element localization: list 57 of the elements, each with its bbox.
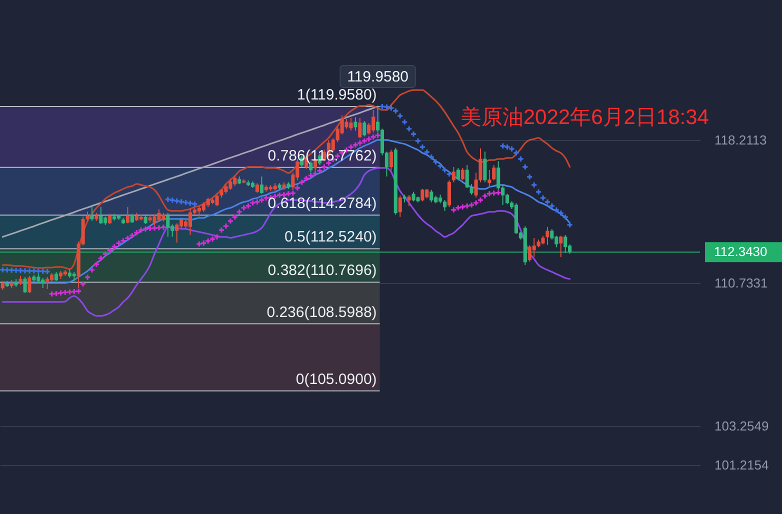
candlestick xyxy=(46,276,50,290)
point xyxy=(566,222,574,228)
ref-line-label: 0.382(110.7696) xyxy=(268,262,377,280)
point xyxy=(535,188,542,196)
candlestick xyxy=(90,205,94,222)
candlestick xyxy=(358,117,362,139)
candlestick xyxy=(166,212,170,238)
point xyxy=(522,164,528,170)
candlestick xyxy=(564,234,568,254)
candlestick xyxy=(260,176,264,194)
candlestick xyxy=(546,226,550,246)
candlestick xyxy=(442,200,447,212)
candlestick xyxy=(126,206,130,224)
candlestick xyxy=(99,206,103,224)
candlestick xyxy=(362,120,366,137)
candlestick xyxy=(488,169,492,187)
candlestick xyxy=(430,189,434,203)
point xyxy=(44,268,51,275)
ref-line-label: 112.3430 xyxy=(714,244,768,260)
ref-line-label: 0(105.0900) xyxy=(296,370,377,388)
point xyxy=(526,174,533,180)
candlestick xyxy=(28,275,32,294)
ref-line-label: 0.5(112.5240) xyxy=(284,228,377,246)
ref-line-label: 1(119.9580) xyxy=(296,86,377,104)
candlestick xyxy=(23,276,27,294)
text: 美原油2022年6月2日18:34 xyxy=(460,106,710,129)
candlestick xyxy=(175,222,179,244)
candlestick xyxy=(215,193,219,207)
point xyxy=(562,214,569,220)
y-tick-label: 103.2549 xyxy=(714,418,769,434)
candlestick xyxy=(452,166,456,183)
candlestick xyxy=(389,149,393,172)
point xyxy=(0,266,6,274)
y-tick-label: 110.7331 xyxy=(714,275,768,290)
candlestick xyxy=(420,188,424,202)
candlestick xyxy=(460,167,464,181)
candlestick xyxy=(492,164,496,181)
candlestick xyxy=(130,213,134,224)
y-tick-label: 101.2154 xyxy=(714,457,769,472)
candlestick xyxy=(398,195,402,218)
y-tick-label: 118.2113 xyxy=(714,132,767,148)
candlestick xyxy=(550,228,554,240)
candlestick xyxy=(559,235,563,258)
candlestick xyxy=(354,116,358,132)
ref-line-label: 0.236(108.5988) xyxy=(266,304,377,321)
candlestick xyxy=(483,151,487,183)
candlestick xyxy=(188,208,192,236)
point xyxy=(530,182,538,188)
candlestick xyxy=(407,194,411,207)
candlestick xyxy=(456,167,460,181)
candlestick xyxy=(108,213,112,224)
candlestick xyxy=(255,182,259,194)
annotation: 119.9580 xyxy=(347,68,409,86)
point xyxy=(414,138,422,144)
point xyxy=(401,118,408,126)
candlestick xyxy=(447,180,452,208)
point xyxy=(517,156,524,162)
